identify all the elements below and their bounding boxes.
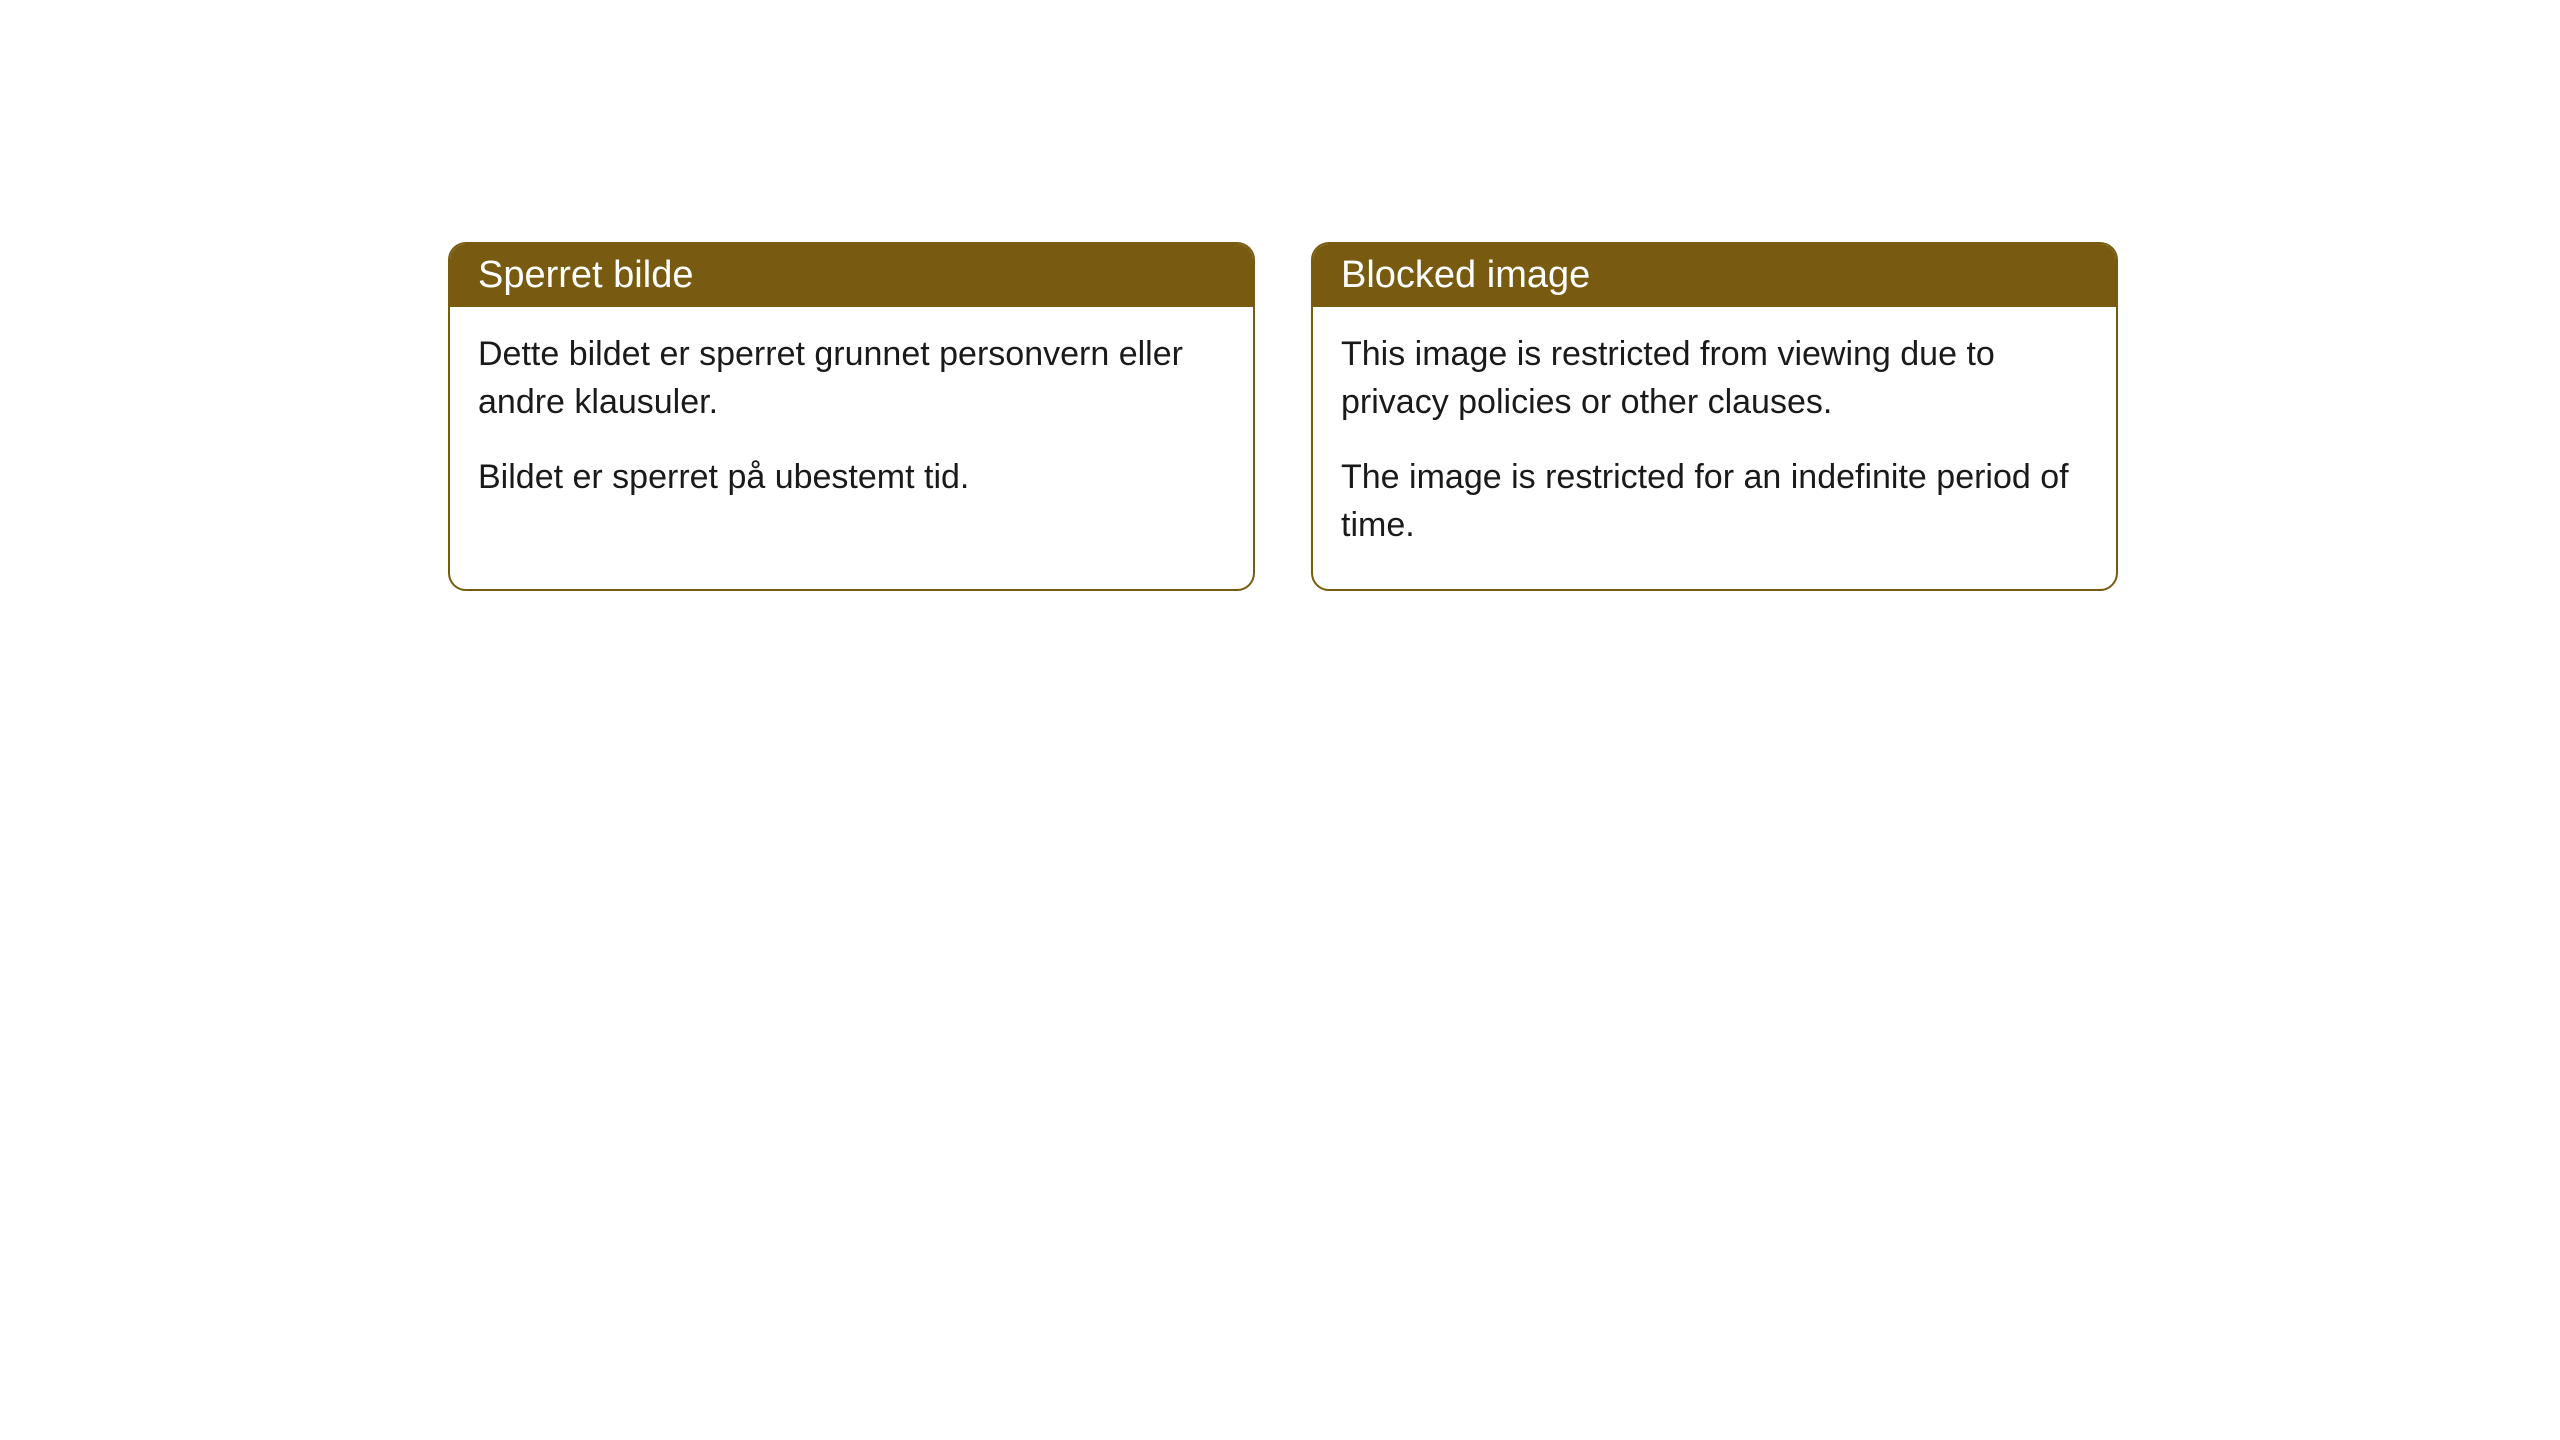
card-body-en: This image is restricted from viewing du… bbox=[1313, 307, 2116, 589]
card-title-no: Sperret bilde bbox=[478, 254, 693, 296]
blocked-image-card-en: Blocked image This image is restricted f… bbox=[1311, 242, 2118, 591]
card-body-no: Dette bildet er sperret grunnet personve… bbox=[450, 307, 1253, 542]
blocked-image-card-no: Sperret bilde Dette bildet er sperret gr… bbox=[448, 242, 1255, 591]
card-title-en: Blocked image bbox=[1341, 254, 1590, 296]
card-paragraph-1-no: Dette bildet er sperret grunnet personve… bbox=[478, 331, 1225, 426]
notice-cards-container: Sperret bilde Dette bildet er sperret gr… bbox=[448, 242, 2118, 591]
card-paragraph-1-en: This image is restricted from viewing du… bbox=[1341, 331, 2088, 426]
card-paragraph-2-en: The image is restricted for an indefinit… bbox=[1341, 454, 2088, 549]
card-header-no: Sperret bilde bbox=[450, 244, 1253, 307]
card-paragraph-2-no: Bildet er sperret på ubestemt tid. bbox=[478, 454, 1225, 502]
card-header-en: Blocked image bbox=[1313, 244, 2116, 307]
